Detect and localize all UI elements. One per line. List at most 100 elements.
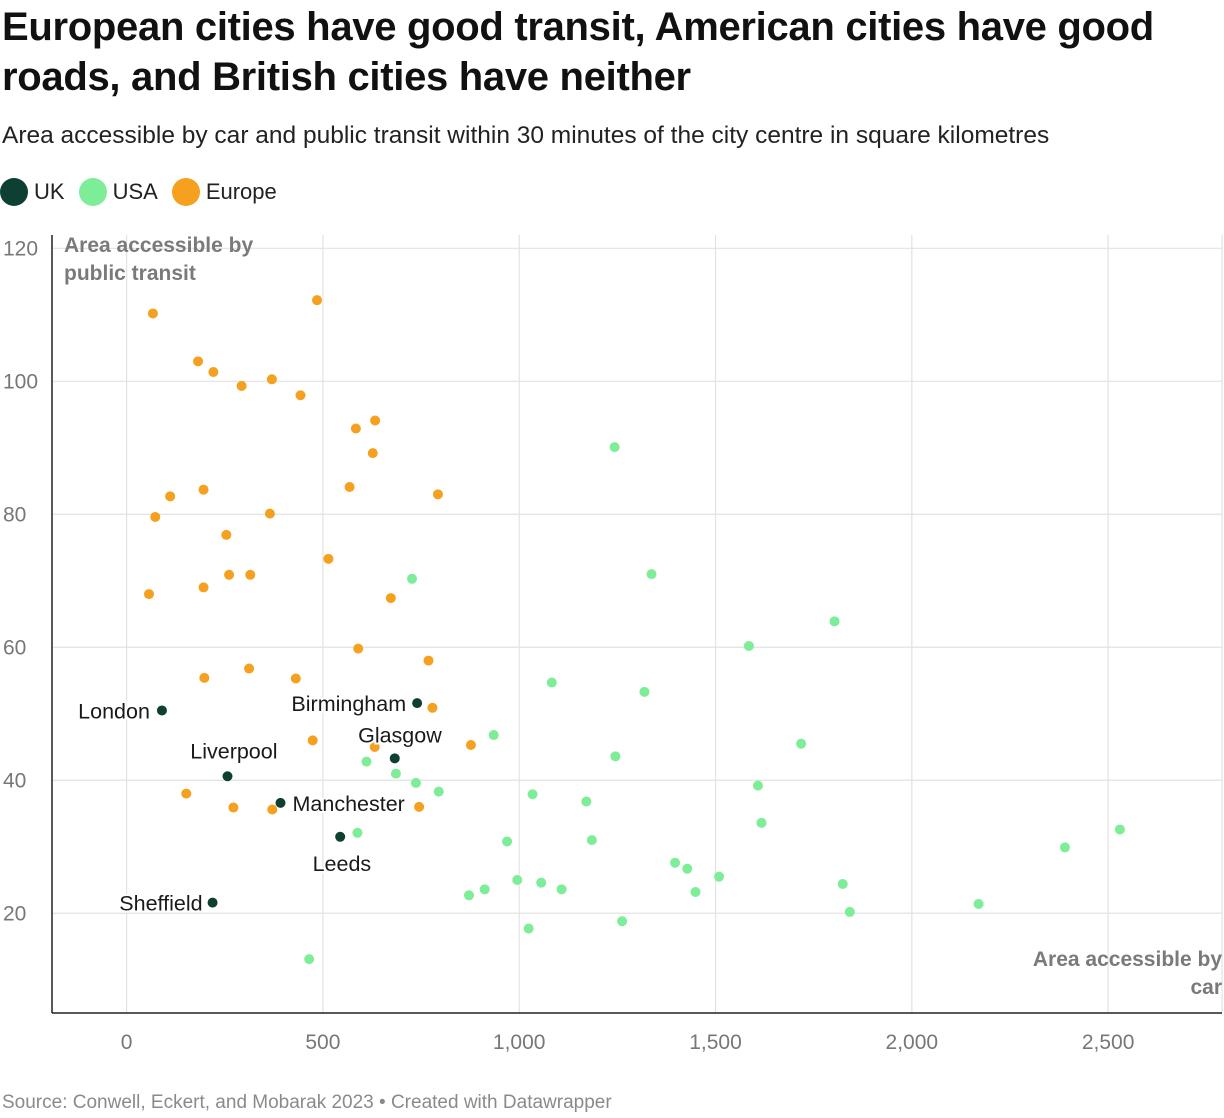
point-europe [236,380,247,391]
y-tick-label: 40 [3,769,26,792]
source-note: Source: Conwell, Eckert, and Mobarak 202… [2,1092,612,1113]
point-europe [427,702,438,713]
y-tick-label: 60 [3,636,26,659]
point-usa [352,827,363,838]
point-europe [264,508,275,519]
point-usa [581,796,592,807]
data-points [143,295,1125,965]
point-usa [433,786,444,797]
point-europe [267,804,278,815]
point-usa [488,730,499,741]
point-europe [143,589,154,600]
city-label: Sheffield [119,892,202,916]
point-usa [610,751,621,762]
point-europe [193,356,204,367]
x-tick-label: 2,000 [886,1031,939,1054]
point-europe [228,802,239,813]
point-europe [198,582,209,593]
point-usa [546,677,557,688]
point-usa [523,923,534,934]
legend-item-usa: USA [78,178,158,206]
point-europe [198,484,209,495]
legend-swatch-europe [171,178,200,206]
point-uk [207,897,218,908]
scatter-chart: 0 500 1,000 1,500 2,000 2,500 20 40 60 80 100 120 L… [3,234,1223,1054]
point-usa [617,916,628,927]
point-europe [367,448,378,459]
point-europe [181,788,192,799]
point-usa [756,817,767,828]
grid-lines [52,235,1223,1013]
point-europe [295,390,306,401]
x-tick-label: 0 [121,1031,133,1054]
point-usa [690,886,701,897]
point-uk [389,753,400,764]
point-usa [1059,842,1070,853]
point-europe [353,643,364,654]
point-usa [512,875,523,886]
point-usa [752,780,763,791]
legend-item-uk: UK [0,178,65,206]
point-europe [150,511,161,522]
city-label: London [78,699,150,723]
y-tick-label: 80 [3,503,26,526]
axis-titles: Area accessible by public transit Area acc… [64,234,1222,999]
axes [51,235,1222,1014]
city-label: Manchester [293,792,405,816]
point-usa [639,686,650,697]
point-europe [224,569,235,580]
point-usa [682,863,693,874]
point-uk [412,698,423,709]
legend-label-europe: Europe [205,179,277,204]
point-europe [323,553,334,564]
point-europe [385,593,396,604]
point-europe [147,308,158,319]
point-uk [335,831,346,842]
point-europe [370,415,381,426]
point-usa [796,738,807,749]
point-usa [502,836,513,847]
point-usa [837,878,848,889]
point-usa [479,884,490,895]
point-usa [670,857,681,868]
point-usa [410,777,421,788]
city-label: Leeds [313,852,372,876]
point-usa [973,898,984,909]
city-label: Glasgow [358,723,442,747]
point-europe [199,672,210,683]
point-labels: London Birmingham Glasgow Liverpool Manchest… [76,690,444,917]
legend: UK USA Europe [0,177,291,207]
point-europe [221,529,232,540]
point-europe [344,482,355,493]
point-europe [312,295,323,306]
point-uk [275,797,286,808]
legend-swatch-uk [0,178,28,206]
point-usa [646,569,657,580]
point-europe [165,491,176,502]
x-tick-label: 500 [305,1031,340,1054]
tick-labels: 0 500 1,000 1,500 2,000 2,500 20 40 60 80 100 120 [3,237,1134,1054]
point-uk [222,771,233,782]
legend-item-europe: Europe [171,178,277,206]
point-europe [432,489,443,500]
point-europe [465,740,476,751]
x-tick-label: 2,500 [1082,1031,1135,1054]
x-tick-label: 1,000 [493,1031,546,1054]
point-usa [586,835,597,846]
point-usa [844,906,855,917]
city-label: Liverpool [190,739,277,763]
point-usa [829,616,840,627]
y-tick-label: 120 [3,237,38,260]
point-usa [304,954,315,965]
point-usa [743,640,754,651]
point-usa [609,442,620,453]
point-europe [244,663,255,674]
point-usa [407,573,418,584]
point-europe [307,735,318,746]
point-usa [536,877,547,888]
y-tick-label: 100 [3,370,38,393]
point-europe [290,673,301,684]
point-usa [390,768,401,779]
x-axis-title: Area accessible by car [1033,948,1222,999]
point-usa [361,756,372,767]
